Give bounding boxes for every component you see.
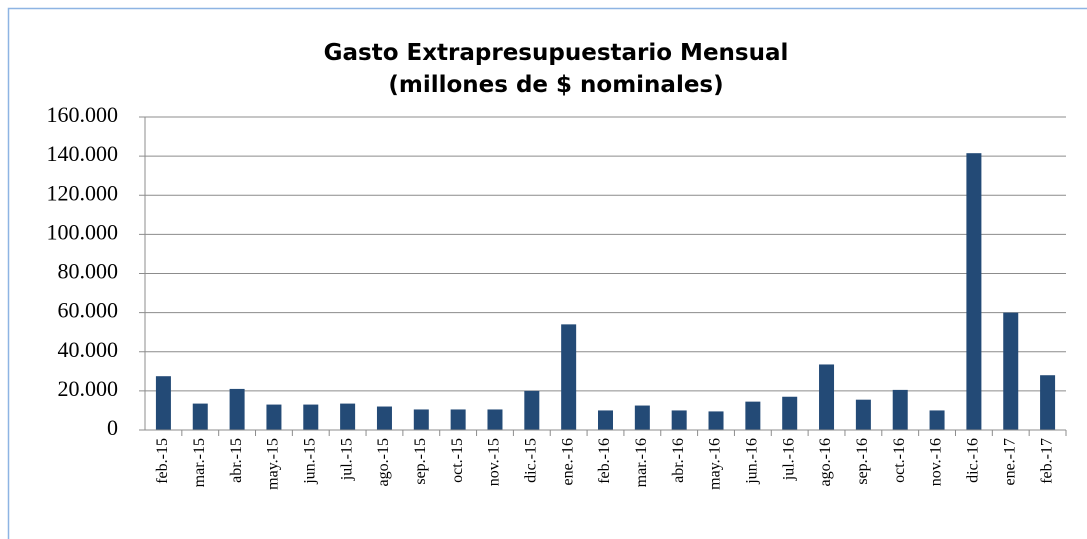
bar [266,404,282,430]
bar [303,404,319,430]
x-tick-label: nov.-16 [928,438,945,486]
bar [892,389,908,430]
bar [450,409,466,430]
x-tick-label: feb.-15 [154,438,171,484]
x-tick-label: nov.-15 [486,438,503,486]
bar [708,411,724,430]
bar [192,403,208,430]
x-tick-label: abr.-15 [228,438,245,483]
x-tick-label: oct.-16 [891,438,908,483]
bar [1040,375,1056,430]
bar [634,405,650,430]
chart-title: (millones de $ nominales) [388,72,723,98]
y-tick-label: 40.000 [58,337,119,362]
x-tick-label: jun.-15 [301,438,318,485]
bar [782,396,798,430]
bar [929,410,945,430]
y-tick-label: 0 [107,415,118,440]
bar [413,409,429,430]
bar [855,399,871,430]
x-tick-label: ene.-16 [559,438,576,486]
y-tick-label: 80.000 [58,259,119,284]
x-tick-label: jun.-16 [744,438,761,485]
bar [561,324,577,430]
y-tick-label: 160.000 [47,102,119,127]
x-tick-label: mar.-15 [191,438,208,487]
y-tick-label: 120.000 [47,180,119,205]
x-tick-label: ene.-17 [1001,438,1018,486]
x-tick-label: may.-15 [265,438,282,490]
bar [819,364,835,430]
bar [671,410,687,430]
bar [229,388,245,430]
bar [745,401,761,430]
x-tick-label: sep.-16 [854,438,871,485]
x-tick-label: mar.-16 [633,438,650,487]
y-tick-label: 20.000 [58,376,119,401]
bar [966,153,982,431]
bar [524,390,540,430]
x-tick-label: ago.-15 [375,438,392,486]
y-tick-label: 60.000 [58,298,119,323]
chart-title: Gasto Extrapresupuestario Mensual [324,40,789,66]
y-tick-label: 140.000 [47,141,119,166]
x-tick-label: oct.-15 [449,438,466,483]
bar [376,406,392,430]
x-tick-label: feb.-17 [1038,438,1055,484]
x-tick-label: may.-16 [707,438,724,490]
x-tick-label: dic.-15 [522,438,539,483]
x-tick-label: ago.-16 [817,438,834,486]
x-tick-label: abr.-16 [670,438,687,483]
bar [340,403,356,430]
bar [1003,312,1019,430]
x-tick-label: dic.-16 [965,438,982,483]
y-tick-label: 100.000 [47,219,119,244]
bar [155,376,171,430]
bar [598,410,613,430]
x-tick-label: jul.-16 [780,438,797,481]
x-tick-label: sep.-15 [412,438,429,485]
bar [487,409,503,430]
x-tick-label: jul.-15 [338,438,355,481]
x-tick-label: feb.-16 [596,438,613,484]
